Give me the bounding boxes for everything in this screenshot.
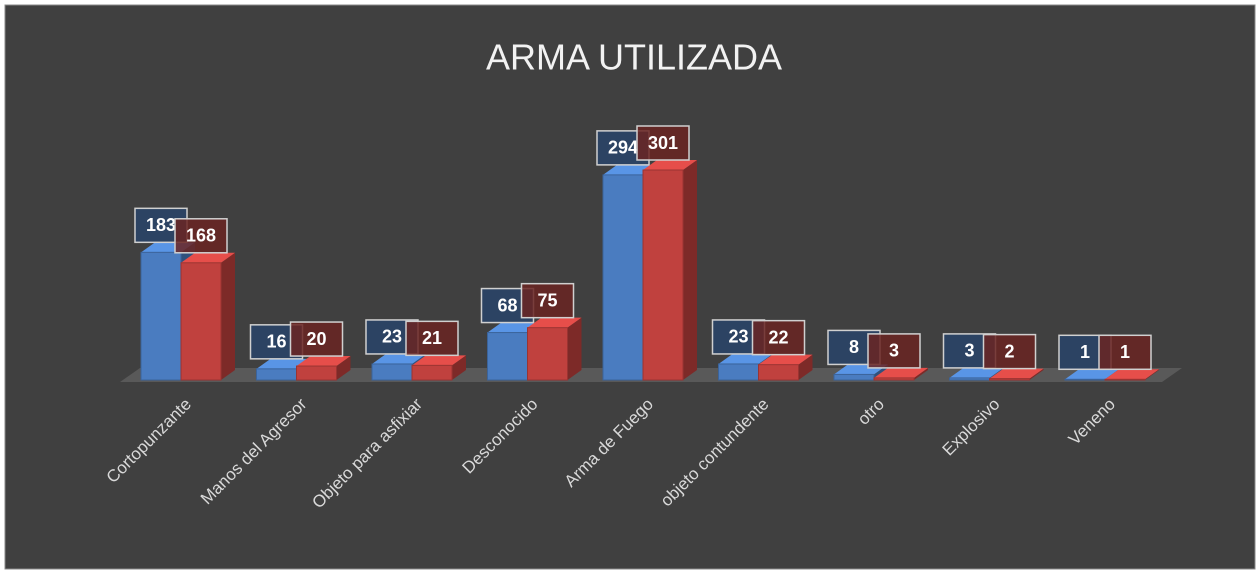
bar-top	[527, 317, 582, 328]
bar-top	[372, 353, 426, 364]
data-label-box	[289, 321, 344, 357]
bar	[989, 368, 1044, 381]
data-label: 8	[849, 337, 859, 357]
bar-front	[949, 377, 990, 381]
data-label: 23	[728, 327, 748, 347]
bar-front	[1064, 378, 1106, 381]
bar	[411, 355, 466, 381]
bar-top	[758, 354, 813, 365]
bar-side	[452, 355, 466, 380]
bar-top	[296, 356, 351, 367]
data-label: 1	[1080, 342, 1090, 362]
bar-top	[949, 367, 1004, 378]
bar-top	[1105, 369, 1159, 380]
bar-side	[914, 367, 928, 380]
bar-top	[718, 353, 773, 364]
bar	[180, 252, 235, 381]
bar	[642, 160, 697, 381]
bar	[873, 367, 928, 381]
bar-side	[221, 252, 235, 380]
bar-side	[336, 356, 351, 380]
bar-side	[683, 160, 697, 380]
data-label: 20	[306, 329, 326, 349]
data-label-box	[1098, 334, 1152, 371]
bar-front	[718, 363, 759, 381]
bar-front	[833, 373, 875, 381]
data-label: 21	[422, 328, 442, 348]
chart-title: ARMA UTILIZADA	[486, 37, 782, 78]
bar-front	[602, 174, 644, 381]
data-label: 23	[382, 327, 402, 347]
bar-front	[296, 365, 337, 381]
bar-front	[1104, 378, 1146, 381]
bar-top	[412, 355, 466, 366]
bar-front	[371, 363, 413, 381]
bar-side	[567, 317, 582, 380]
bar-front	[989, 378, 1030, 381]
data-label: 294	[608, 138, 638, 158]
bar-side	[798, 354, 813, 380]
data-label: 183	[146, 215, 176, 235]
data-label: 3	[889, 341, 899, 361]
data-label-box	[751, 319, 806, 356]
data-label: 1	[1120, 342, 1130, 362]
data-label: 68	[497, 295, 517, 315]
bar-side	[1145, 369, 1159, 380]
bar-front	[180, 262, 222, 381]
bar-front	[140, 251, 182, 381]
data-label: 3	[964, 341, 974, 361]
bar	[1104, 369, 1159, 381]
data-label: 75	[537, 290, 557, 310]
bar-side	[1029, 368, 1044, 380]
bar-top	[643, 160, 697, 170]
data-label: 168	[186, 226, 216, 246]
bar	[758, 354, 813, 381]
data-label-box	[174, 218, 228, 254]
bar	[296, 356, 351, 381]
data-label-box	[982, 333, 1037, 370]
bar-top	[874, 367, 928, 378]
bar	[527, 317, 582, 381]
bar-front	[642, 169, 684, 381]
data-label-box	[405, 320, 459, 357]
bar-front	[256, 368, 297, 381]
data-label-box	[636, 125, 690, 161]
bar-front	[527, 327, 568, 381]
bar-top	[989, 368, 1044, 379]
bar-top	[181, 252, 235, 263]
bar-top	[1065, 369, 1119, 380]
data-label: 2	[1004, 341, 1014, 361]
data-label: 16	[266, 332, 286, 352]
bar-front	[487, 332, 528, 381]
data-label-box	[520, 282, 575, 319]
data-label-box	[867, 333, 921, 369]
bar-front	[411, 364, 453, 381]
bar-front	[758, 364, 799, 381]
bar	[949, 367, 1004, 381]
bar-front	[873, 377, 915, 381]
data-label: 301	[648, 133, 678, 153]
data-label: 22	[768, 327, 788, 347]
